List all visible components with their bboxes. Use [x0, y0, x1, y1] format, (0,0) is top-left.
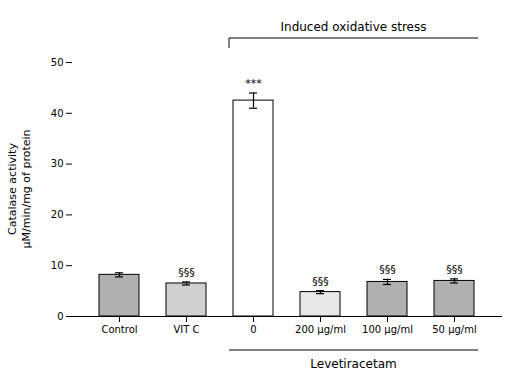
svg-text:Levetiracetam: Levetiracetam	[310, 357, 396, 371]
svg-text:Control: Control	[101, 324, 137, 335]
svg-text:50: 50	[51, 57, 64, 68]
svg-text:200 μg/ml: 200 μg/ml	[295, 324, 346, 335]
svg-text:10: 10	[51, 260, 64, 271]
svg-text:§§§: §§§	[379, 263, 396, 276]
svg-text:Catalase activityμM/min/mg of: Catalase activityμM/min/mg of protein	[6, 129, 33, 248]
svg-text:50 μg/ml: 50 μg/ml	[432, 324, 477, 335]
svg-text:VIT C: VIT C	[173, 324, 199, 335]
svg-text:§§§: §§§	[178, 266, 195, 279]
svg-text:§§§: §§§	[446, 263, 463, 276]
svg-text:0: 0	[57, 311, 63, 322]
svg-text:100 μg/ml: 100 μg/ml	[362, 324, 413, 335]
svg-text:Induced oxidative stress: Induced oxidative stress	[280, 20, 426, 34]
svg-text:***: ***	[245, 77, 262, 90]
svg-text:§§§: §§§	[312, 275, 329, 288]
svg-text:30: 30	[51, 158, 64, 169]
svg-text:40: 40	[51, 108, 64, 119]
svg-text:0: 0	[250, 324, 256, 335]
svg-text:20: 20	[51, 209, 64, 220]
